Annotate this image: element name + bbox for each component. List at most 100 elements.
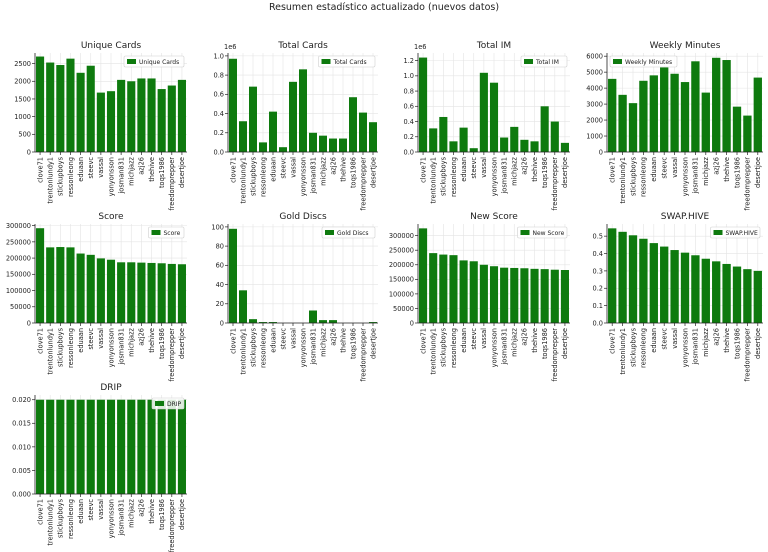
bar-score-josman831 (117, 262, 126, 323)
y-tick-label: 0.010 (12, 443, 31, 451)
y-tick-label: 0.2 (404, 133, 415, 141)
legend-box (520, 55, 568, 68)
bar-total-im-stickupboys (439, 116, 448, 152)
bar-swap-hive-trentonlundy1 (618, 231, 627, 323)
x-tick-label: toqs1986 (158, 499, 166, 530)
y-tick-label: 1.0 (404, 72, 415, 80)
y-tick-label: 500 (18, 131, 31, 139)
x-tick-label: michjazz (319, 327, 327, 356)
axis-offset-label: 1e6 (224, 43, 236, 51)
x-tick-label: azj26 (138, 328, 146, 346)
x-tick-label: eduaan (650, 157, 658, 182)
x-tick-label: clove71 (609, 328, 617, 354)
legend-swatch (524, 59, 533, 64)
bar-new-score-clove71 (419, 228, 428, 323)
x-tick-label: clove71 (229, 157, 237, 183)
x-tick-label: vassal (97, 328, 105, 349)
y-tick-label: 0.5 (593, 233, 604, 241)
y-tick-label: 0.6 (404, 103, 415, 111)
bar-swap-hive-ressonleong (639, 238, 648, 323)
x-tick-label: ressonleong (450, 157, 458, 197)
y-tick-label: 20 (216, 300, 224, 308)
y-tick-label: 100000 (389, 290, 414, 298)
x-tick-label: stickupboys (440, 327, 448, 367)
bar-total-cards-azj26 (329, 138, 337, 152)
x-tick-label: vassal (671, 328, 679, 349)
bar-gold-discs-trentonlundy1 (239, 290, 247, 323)
x-tick-label: trentonlundy1 (430, 328, 438, 375)
bar-drip-vassal (96, 399, 105, 494)
x-tick-label: michjazz (128, 498, 136, 527)
bar-weekly-minutes-ressonleong (639, 80, 648, 152)
x-tick-label: yonyonsson (681, 157, 689, 196)
x-tick-label: yonyonsson (107, 157, 115, 196)
y-tick-label: 250000 (6, 238, 31, 246)
bar-new-score-azj26 (520, 268, 529, 323)
bar-drip-michjazz (127, 399, 136, 494)
bar-weekly-minutes-yonyonsson (680, 82, 690, 152)
x-tick-label: michjazz (702, 327, 710, 356)
x-tick-label: eduaan (650, 328, 658, 353)
x-tick-label: josman831 (309, 157, 317, 195)
y-tick-label: 0 (27, 148, 31, 156)
x-tick-label: trentonlundy1 (47, 157, 55, 204)
bar-weekly-minutes-freedomprepper (743, 115, 752, 152)
x-tick-label: clove71 (36, 157, 44, 183)
bar-unique-cards-thehive (147, 78, 156, 152)
y-tick-label: 0.2 (593, 285, 604, 293)
legend-label: Total IM (535, 59, 559, 66)
x-tick-label: vassal (97, 157, 105, 178)
y-tick-label: 0 (599, 148, 603, 156)
x-tick-label: toqs1986 (541, 157, 549, 188)
x-tick-label: steevc (661, 328, 669, 350)
x-tick-label: thehive (148, 157, 156, 182)
legend-label: Score (164, 230, 181, 237)
x-tick-label: trentonlundy1 (239, 157, 247, 204)
subplot-total-im: 0.0 0.2 0.4 0.6 0.8 1.0 1.2 clove71 trentonlundy… (404, 41, 570, 211)
legend: Total IM (520, 55, 568, 68)
y-tick-label: 0.8 (404, 87, 415, 95)
x-tick-label: freedomprepper (168, 328, 176, 382)
x-tick-label: stickupboys (440, 156, 448, 196)
legend: Gold Discs (321, 226, 376, 239)
x-tick-label: vassal (480, 157, 488, 178)
bar-new-score-vassal (479, 264, 488, 323)
x-tick-label: vassal (289, 328, 297, 349)
x-tick-label: desertjoe (178, 328, 186, 359)
legend-swatch (151, 230, 161, 235)
bar-score-azj26 (137, 262, 146, 323)
bar-swap-hive-toqs1986 (732, 266, 742, 323)
bar-total-im-azj26 (520, 139, 529, 152)
y-tick-label: 0 (410, 319, 414, 327)
bar-new-score-thehive (530, 268, 539, 323)
legend-swatch (155, 401, 164, 406)
subplot-weekly-minutes: 0 1000 2000 3000 4000 5000 6000 clove71 trentonl… (586, 41, 763, 211)
legend: Score (148, 226, 185, 239)
legend-swatch (325, 230, 334, 235)
legend: Unique Cards (123, 55, 185, 68)
x-tick-label: eduaan (269, 157, 277, 182)
bar-total-cards-ressonleong (259, 142, 267, 152)
x-tick-label: steevc (279, 328, 287, 350)
x-tick-label: toqs1986 (158, 157, 166, 188)
x-tick-label: ressonleong (67, 328, 75, 368)
y-tick-label: 6000 (586, 53, 603, 61)
legend-swatch (321, 59, 331, 64)
bar-drip-trentonlundy1 (46, 399, 55, 494)
x-tick-label: freedomprepper (551, 328, 559, 382)
y-tick-label: 4000 (586, 85, 603, 93)
bar-gold-discs-clove71 (229, 228, 237, 323)
bar-swap-hive-freedomprepper (743, 269, 752, 323)
x-tick-label: desertjoe (561, 328, 569, 359)
bar-new-score-steevc (469, 261, 478, 323)
x-tick-label: vassal (671, 157, 679, 178)
legend-label: Gold Discs (337, 230, 369, 237)
x-tick-label: freedomprepper (359, 328, 367, 382)
x-tick-label: stickupboys (249, 156, 257, 196)
x-tick-label: thehive (148, 499, 156, 524)
bar-unique-cards-stickupboys (56, 65, 65, 152)
legend-swatch (613, 59, 622, 64)
